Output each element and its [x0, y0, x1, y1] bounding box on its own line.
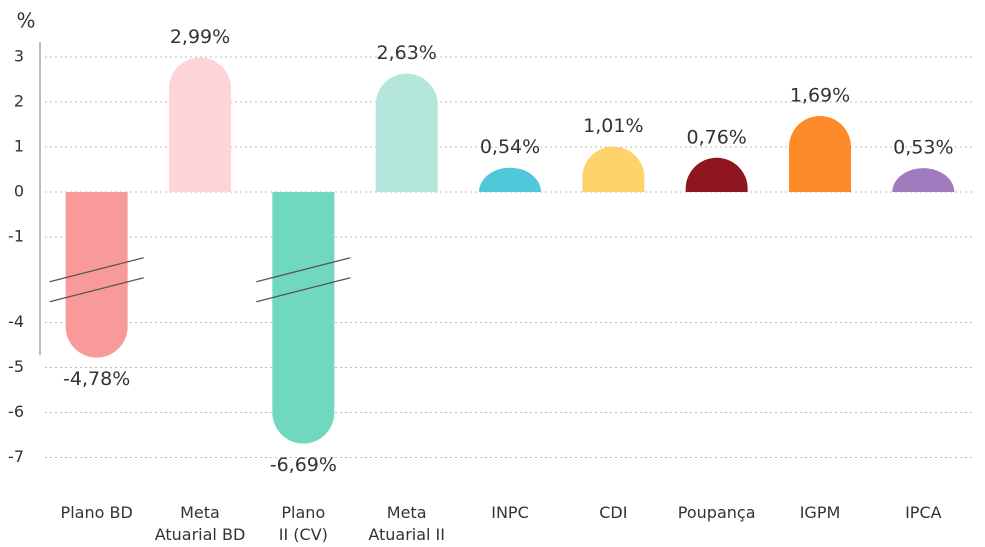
y-axis-label: %: [16, 9, 35, 33]
bar: [685, 157, 748, 192]
bar: [582, 146, 645, 192]
bar: [65, 192, 128, 358]
x-tick-label: IGPM: [799, 503, 841, 522]
y-tick-label: 1: [14, 137, 24, 156]
x-tick-label: INPC: [491, 503, 529, 522]
x-tick-label: Plano II (CV): [278, 503, 328, 544]
bar: [789, 115, 851, 192]
bar: [169, 57, 231, 192]
y-tick-label: -4: [8, 312, 24, 331]
axis-break-mark: [49, 277, 144, 303]
axis-break-mark: [256, 257, 351, 283]
x-tick-label: Meta Atuarial II: [368, 503, 445, 544]
y-tick-label: -6: [8, 402, 24, 421]
value-label: 0,76%: [686, 126, 746, 148]
value-label: 0,54%: [480, 136, 540, 158]
value-label: -4,78%: [63, 368, 130, 390]
axis-break-mark: [49, 257, 144, 283]
value-label: 1,69%: [790, 84, 850, 106]
y-tick-label: -5: [8, 357, 24, 376]
bar: [272, 192, 335, 444]
bar: [892, 168, 955, 192]
value-label: 0,53%: [893, 137, 953, 159]
x-tick-label: Meta Atuarial BD: [154, 503, 246, 544]
y-tick-label: 2: [14, 92, 24, 111]
value-label: 1,01%: [583, 115, 643, 137]
value-label: 2,99%: [170, 26, 230, 48]
axis-break-mark: [256, 277, 351, 303]
x-tick-label: Poupança: [677, 503, 756, 522]
value-label: 2,63%: [376, 42, 436, 64]
bar: [479, 167, 541, 192]
bar: [375, 73, 438, 192]
value-label: -6,69%: [270, 454, 337, 476]
x-tick-label: Plano BD: [60, 503, 133, 522]
y-tick-label: 3: [14, 47, 24, 66]
x-tick-label: CDI: [599, 503, 628, 522]
x-tick-label: IPCA: [905, 503, 942, 522]
y-tick-label: -1: [8, 227, 24, 246]
y-tick-label: -7: [8, 447, 24, 466]
y-tick-label: 0: [14, 182, 24, 201]
